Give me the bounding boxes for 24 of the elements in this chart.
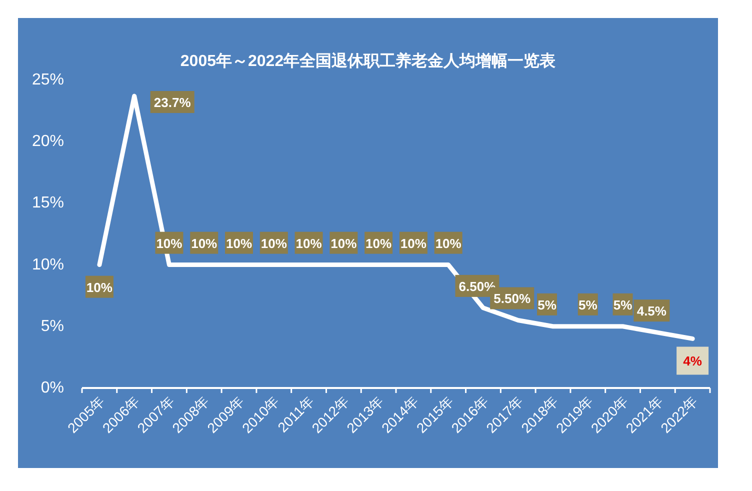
text: 5.50% — [494, 291, 531, 306]
y-tick-label: 0% — [40, 380, 64, 396]
text: 10% — [226, 236, 252, 251]
text: 10% — [330, 236, 357, 251]
text: 23.7% — [154, 95, 191, 110]
text: 10% — [260, 236, 287, 251]
text: 10% — [400, 236, 426, 251]
text: 4.5% — [636, 304, 666, 319]
text: 10% — [86, 280, 112, 295]
y-tick-label: 15% — [32, 194, 64, 212]
text: 10% — [435, 236, 462, 251]
text: 10% — [296, 236, 322, 251]
text: 5% — [538, 297, 556, 312]
text: 5% — [613, 297, 632, 312]
text: 10% — [156, 236, 182, 251]
y-tick-label: 25% — [32, 72, 64, 88]
chart-title: 2005年～2022年全国退休职工养老金人均增幅一览表 — [180, 51, 557, 70]
text: 10% — [366, 236, 392, 251]
text: 5% — [578, 297, 598, 312]
y-tick-label: 10% — [32, 256, 64, 274]
text: 4% — [683, 354, 702, 369]
y-tick-label: 5% — [40, 318, 64, 335]
text: 10% — [191, 236, 218, 251]
y-tick-label: 20% — [32, 133, 64, 150]
